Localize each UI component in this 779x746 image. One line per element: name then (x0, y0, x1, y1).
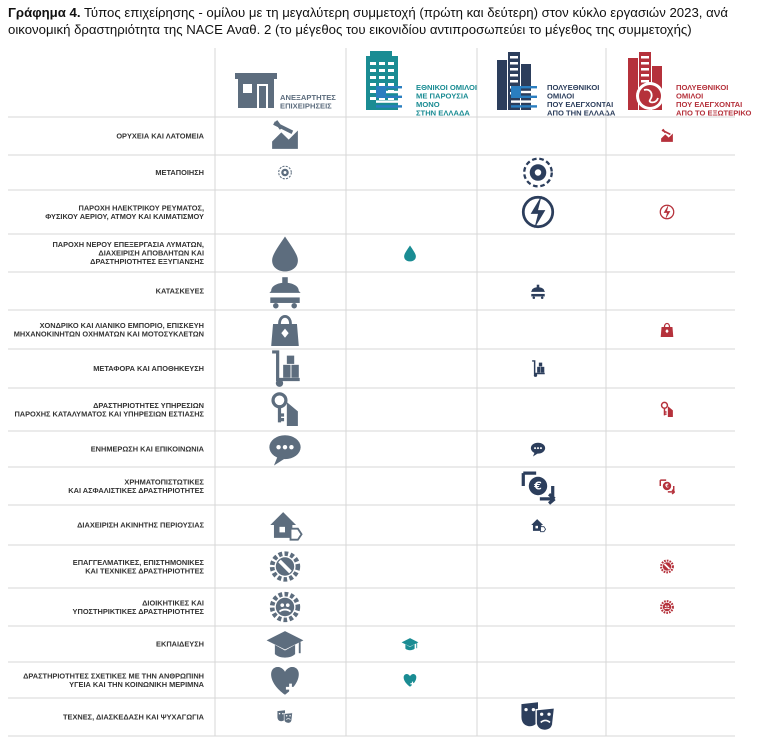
hotel-key-icon (271, 392, 298, 427)
row-label: ΜΗΧΑΝΟΚΙΝΗΤΩΝ ΟΧΗΜΑΤΩΝ ΚΑΙ ΜΟΤΟΣΥΚΛΕΤΩΝ (14, 329, 204, 338)
gear-wrench-icon (269, 551, 301, 582)
row-label: ΔΡΑΣΤΗΡΙΟΤΗΤΕΣ ΥΠΗΡΕΣΙΩΝ (93, 401, 204, 410)
row-label: ΔΙΑΧΕΙΡΙΣΗ ΑΚΙΝΗΤΗΣ ΠΕΡΙΟΥΣΙΑΣ (77, 521, 204, 530)
row-label: ΚΑΙ ΤΕΧΝΙΚΕΣ ΔΡΑΣΤΗΡΙΟΤΗΤΕΣ (85, 566, 204, 575)
column-header-label: ΑΠΟ ΤΗΝ ΕΛΛΑΔΑ (547, 109, 616, 118)
activity-row: ΕΚΠΑΙΔΕΥΣΗ (156, 631, 419, 658)
construction-helmet-icon (530, 284, 546, 299)
manufacturing-gear-icon (523, 157, 553, 188)
row-label: ΔΡΑΣΤΗΡΙΟΤΗΤΕΣ ΣΧΕΤΙΚΕΣ ΜΕ ΤΗΝ ΑΝΘΡΩΠΙΝΗ (23, 671, 204, 680)
column-header-label: ΠΟΛΥΕΘΝΙΚΟΙ (676, 83, 728, 92)
hand-truck-icon (532, 360, 545, 377)
row-label: ΥΠΟΣΤΗΡΙΚΤΙΚΕΣ ΔΡΑΣΤΗΡΙΟΤΗΤΕΣ (73, 607, 205, 616)
activity-row: ΠΑΡΟΧΗ ΗΛΕΚΤΡΙΚΟΥ ΡΕΥΜΑΤΟΣ,ΦΥΣΙΚΟΥ ΑΕΡΙΟ… (45, 195, 675, 229)
row-label: ΕΠΑΓΓΕΛΜΑΤΙΚΕΣ, ΕΠΙΣΤΗΜΟΝΙΚΕΣ (73, 558, 205, 567)
gear-people-icon (660, 600, 674, 614)
manufacturing-gear-icon (278, 165, 292, 180)
column-header-label: ΟΜΙΛΟΙ (676, 92, 703, 101)
svg-text:€: € (533, 480, 542, 493)
house-tag-icon (270, 512, 303, 541)
chart-caption: Γράφημα 4. Τύπος επιχείρησης - ομίλου με… (8, 4, 776, 38)
column-header-label: ΑΝΕΞΑΡΤΗΤΕΣ (280, 93, 336, 102)
activity-row: ΤΕΧΝΕΣ, ΔΙΑΣΚΕΔΑΣΗ ΚΑΙ ΨΥΧΑΓΩΓΙΑ (63, 702, 556, 732)
theater-masks-icon (521, 702, 556, 732)
activity-row: ΧΟΝΔΡΙΚΟ ΚΑΙ ΛΙΑΝΙΚΟ ΕΜΠΟΡΙΟ, ΕΠΙΣΚΕΥΗΜΗ… (14, 315, 674, 347)
caption-label: Γράφημα 4. (8, 5, 81, 20)
row-label: ΕΚΠΑΙΔΕΥΣΗ (156, 640, 204, 649)
chat-bubble-icon (269, 435, 301, 466)
column-header-label: ΕΠΙΧΕΙΡΗΣΕΙΣ (280, 102, 332, 111)
gear-people-icon (269, 591, 301, 623)
euro-exchange-icon: € (521, 471, 556, 505)
row-label: ΚΑΙ ΑΣΦΑΛΙΣΤΙΚΕΣ ΔΡΑΣΤΗΡΙΟΤΗΤΕΣ (68, 486, 204, 495)
column-header-label: ΜΟΝΟ (416, 100, 440, 109)
activity-row: ΔΙΑΧΕΙΡΙΣΗ ΑΚΙΝΗΤΗΣ ΠΕΡΙΟΥΣΙΑΣ (77, 512, 547, 541)
shopping-bag-icon (660, 322, 674, 338)
column-header-label: ΠΟΛΥΕΘΝΙΚΟΙ (547, 83, 599, 92)
hand-truck-icon (272, 350, 300, 387)
water-drop-icon (272, 236, 298, 272)
hotel-key-icon (660, 401, 673, 418)
skyline-globe-icon (628, 52, 664, 110)
mining-icon (272, 120, 298, 149)
building-greek-flag-icon (366, 51, 402, 110)
row-label: ΔΡΑΣΤΗΡΙΟΤΗΤΕΣ ΕΞΥΓΙΑΝΣΗΣ (90, 257, 204, 266)
column-header-label: ΠΟΥ ΕΛΕΓΧΟΝΤΑΙ (547, 100, 613, 109)
activity-row: ΔΡΑΣΤΗΡΙΟΤΗΤΕΣ ΣΧΕΤΙΚΕΣ ΜΕ ΤΗΝ ΑΝΘΡΩΠΙΝΗ… (23, 666, 417, 695)
row-label: ΠΑΡΟΧΗ ΗΛΕΚΤΡΙΚΟΥ ΡΕΥΜΑΤΟΣ, (78, 203, 204, 212)
activity-row: ΟΡΥΧΕΙΑ ΚΑΙ ΛΑΤΟΜΕΙΑ (116, 120, 673, 149)
water-drop-icon (404, 245, 416, 262)
column-header-label: ΟΜΙΛΟΙ (547, 92, 574, 101)
caption-text: Τύπος επιχείρησης - ομίλου με τη μεγαλύτ… (8, 5, 728, 37)
chat-bubble-icon (530, 442, 546, 457)
euro-exchange-icon: € (659, 479, 676, 495)
graduation-cap-icon (266, 631, 304, 658)
construction-helmet-icon (269, 277, 301, 309)
column-header-label: ΕΘΝΙΚΟΙ ΟΜΙΛΟΙ (416, 83, 477, 92)
theater-masks-icon (277, 710, 293, 724)
row-label: ΕΝΗΜΕΡΩΣΗ ΚΑΙ ΕΠΙΚΟΙΝΩΝΙΑ (91, 445, 205, 454)
row-label: ΜΕΤΑΦΟΡΑ ΚΑΙ ΑΠΟΘΗΚΕΥΣΗ (93, 364, 204, 373)
row-label: ΚΑΤΑΣΚΕΥΕΣ (156, 287, 205, 296)
row-label: ΠΑΡΟΧΗ ΝΕΡΟΥ ΕΠΕΞΕΡΓΑΣΙΑ ΛΥΜΑΤΩΝ, (52, 240, 204, 249)
row-label: ΠΑΡΟΧΗΣ ΚΑΤΑΛΥΜΑΤΟΣ ΚΑΙ ΥΠΗΡΕΣΙΩΝ ΕΣΤΙΑΣ… (14, 409, 204, 418)
row-label: ΧΡΗΜΑΤΟΠΙΣΤΩΤΙΚΕΣ (124, 477, 204, 486)
column-header-label: ΑΠΟ ΤΟ ΕΞΩΤΕΡΙΚΟ (676, 109, 752, 118)
heart-cross-icon (403, 674, 417, 687)
shopping-bag-icon (271, 315, 299, 347)
row-label: ΥΓΕΙΑ ΚΑΙ ΤΗΝ ΚΟΙΝΩΝΙΚΗ ΜΕΡΙΜΝΑ (69, 680, 205, 689)
activity-row: ΚΑΤΑΣΚΕΥΕΣ (156, 277, 546, 309)
heart-cross-icon (271, 666, 299, 695)
mining-icon (661, 128, 673, 142)
electricity-icon (659, 204, 675, 220)
graduation-cap-icon (401, 638, 419, 651)
row-label: ΦΥΣΙΚΟΥ ΑΕΡΙΟΥ, ΑΤΜΟΥ ΚΑΙ ΚΛΙΜΑΤΙΣΜΟΥ (45, 212, 204, 221)
column-header-label: ΠΟΥ ΕΛΕΓΧΟΝΤΑΙ (676, 100, 742, 109)
activity-row: ΕΝΗΜΕΡΩΣΗ ΚΑΙ ΕΠΙΚΟΙΝΩΝΙΑ (91, 435, 546, 466)
column-header-label: ΣΤΗΝ ΕΛΛΑΔΑ (416, 109, 470, 118)
row-label: ΜΕΤΑΠΟΙΗΣΗ (155, 168, 204, 177)
skyline-greek-flag-icon (497, 52, 537, 110)
activity-row: ΠΑΡΟΧΗ ΝΕΡΟΥ ΕΠΕΞΕΡΓΑΣΙΑ ΛΥΜΑΤΩΝ,ΔΙΑΧΕΙΡ… (52, 236, 416, 272)
activity-row: ΜΕΤΑΦΟΡΑ ΚΑΙ ΑΠΟΘΗΚΕΥΣΗ (93, 350, 545, 387)
row-label: ΤΕΧΝΕΣ, ΔΙΑΣΚΕΔΑΣΗ ΚΑΙ ΨΥΧΑΓΩΓΙΑ (63, 713, 205, 722)
house-tag-icon (531, 519, 547, 533)
gear-wrench-icon (660, 559, 674, 574)
row-label: ΟΡΥΧΕΙΑ ΚΑΙ ΛΑΤΟΜΕΙΑ (116, 132, 204, 141)
activity-row: ΜΕΤΑΠΟΙΗΣΗ (155, 157, 553, 188)
row-label: ΔΙΟΙΚΗΤΙΚΕΣ ΚΑΙ (142, 598, 204, 607)
row-label: ΔΙΑΧΕΙΡΙΣΗ ΑΠΟΒΛΗΤΩΝ ΚΑΙ (98, 249, 204, 258)
row-label: ΧΟΝΔΡΙΚΟ ΚΑΙ ΛΙΑΝΙΚΟ ΕΜΠΟΡΙΟ, ΕΠΙΣΚΕΥΗ (40, 321, 204, 330)
svg-text:€: € (664, 484, 669, 490)
shop-icon (235, 73, 277, 108)
electricity-icon (521, 195, 555, 229)
column-header-label: ΜΕ ΠΑΡΟΥΣΙΑ (416, 92, 469, 101)
